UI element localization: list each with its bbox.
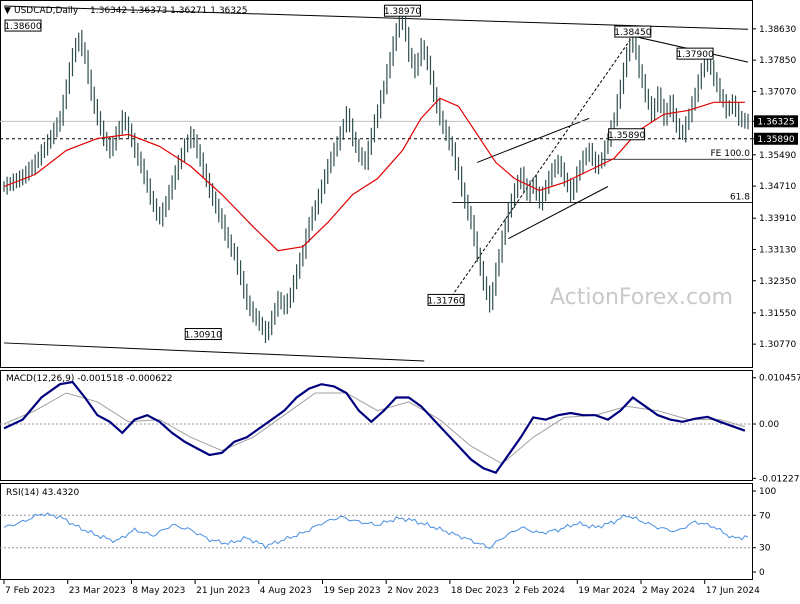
price-tag [754,115,798,128]
rsi-line [3,512,749,550]
y-tick-label: 1.38630 [759,25,796,35]
price-tag-text: 1.35890 [757,135,794,145]
watermark: ActionForex.com [550,285,733,310]
price-tag [754,132,798,145]
x-tick-label: 23 Mar 2023 [69,586,126,596]
rsi-title: RSI(14) 43.4320 [6,488,79,498]
level-box [614,25,652,38]
channel-lower-line [508,186,609,240]
y-tick-label: 1.30770 [759,340,796,350]
x-tick-label: 2 Nov 2023 [387,586,439,596]
level-box [427,293,465,306]
x-tick-label: 2 May 2024 [642,586,695,596]
y-tick-label: 1.32350 [759,277,796,287]
level-label: 1.38600 [4,19,42,32]
level-box [4,19,42,32]
level-label: 1.38450 [614,25,652,38]
upper-trendline [3,5,749,30]
y-tick-label: 1.33130 [759,245,796,255]
x-tick-label: 19 Mar 2024 [578,586,635,596]
rsi-y-tick-label: 100 [759,487,776,497]
price-tag-text: 1.36325 [757,117,794,127]
level-text: 1.38450 [614,28,651,38]
level-label: 1.38970 [383,4,421,17]
x-tick-label: 7 Feb 2023 [5,586,55,596]
macd-y-tick-label: -0.012276 [759,474,800,484]
y-tick-label: 1.31550 [759,309,796,319]
rsi-y-tick-label: 30 [759,544,771,554]
y-tick-label: 1.37850 [759,56,796,66]
symbol-label: USDCAD,Daily [14,6,79,16]
macd-panel [0,370,753,481]
y-tick-label: 1.34710 [759,182,796,192]
y-tick-label: 1.35490 [759,151,796,161]
fib-label: FE 100.0 [711,149,751,159]
level-text: 1.31760 [427,296,464,306]
rsi-y-tick-label: 70 [759,511,771,521]
x-tick-label: 17 Jun 2024 [706,586,760,596]
rsi-panel [0,483,753,580]
rsi-y-tick-label: 0 [759,568,765,578]
x-tick-label: 8 May 2023 [132,586,185,596]
level-text: 1.37900 [676,50,713,60]
lower-trendline [3,342,425,362]
macd-line [3,380,746,475]
symbol-arrow-icon: ▼ [4,6,11,16]
x-tick-label: 18 Dec 2023 [451,586,509,596]
macd-y-tick-label: 0.010457 [759,374,800,384]
level-label: 1.31760 [427,293,465,306]
x-tick-label: 19 Sep 2023 [324,586,381,596]
price-panel [0,0,753,368]
level-box [608,128,646,141]
moving-average-line [3,97,745,252]
macd-y-tick-label: 0.00 [759,420,779,430]
macd-title: MACD(12,26,9) -0.001518 -0.000622 [6,374,172,384]
y-tick-label: 1.37070 [759,87,796,97]
level-box [383,4,421,17]
level-text: 1.38970 [384,7,421,17]
level-text: 1.30910 [185,331,222,341]
level-label: 1.35890 [608,128,646,141]
y-tick-label: 1.33910 [759,214,796,224]
x-tick-label: 2 Feb 2024 [515,586,566,596]
x-tick-label: 4 Aug 2023 [260,586,312,596]
macd-signal-line [3,392,746,465]
projection-dashed-line [445,35,634,305]
level-label: 1.30910 [184,328,222,341]
fib-label: 61.8 [730,193,750,203]
level-box [184,328,222,341]
level-text: 1.38600 [4,22,41,32]
x-tick-label: 21 Jun 2023 [196,586,250,596]
level-box [676,47,714,60]
level-label: 1.37900 [676,47,714,60]
level-text: 1.35890 [608,131,645,141]
